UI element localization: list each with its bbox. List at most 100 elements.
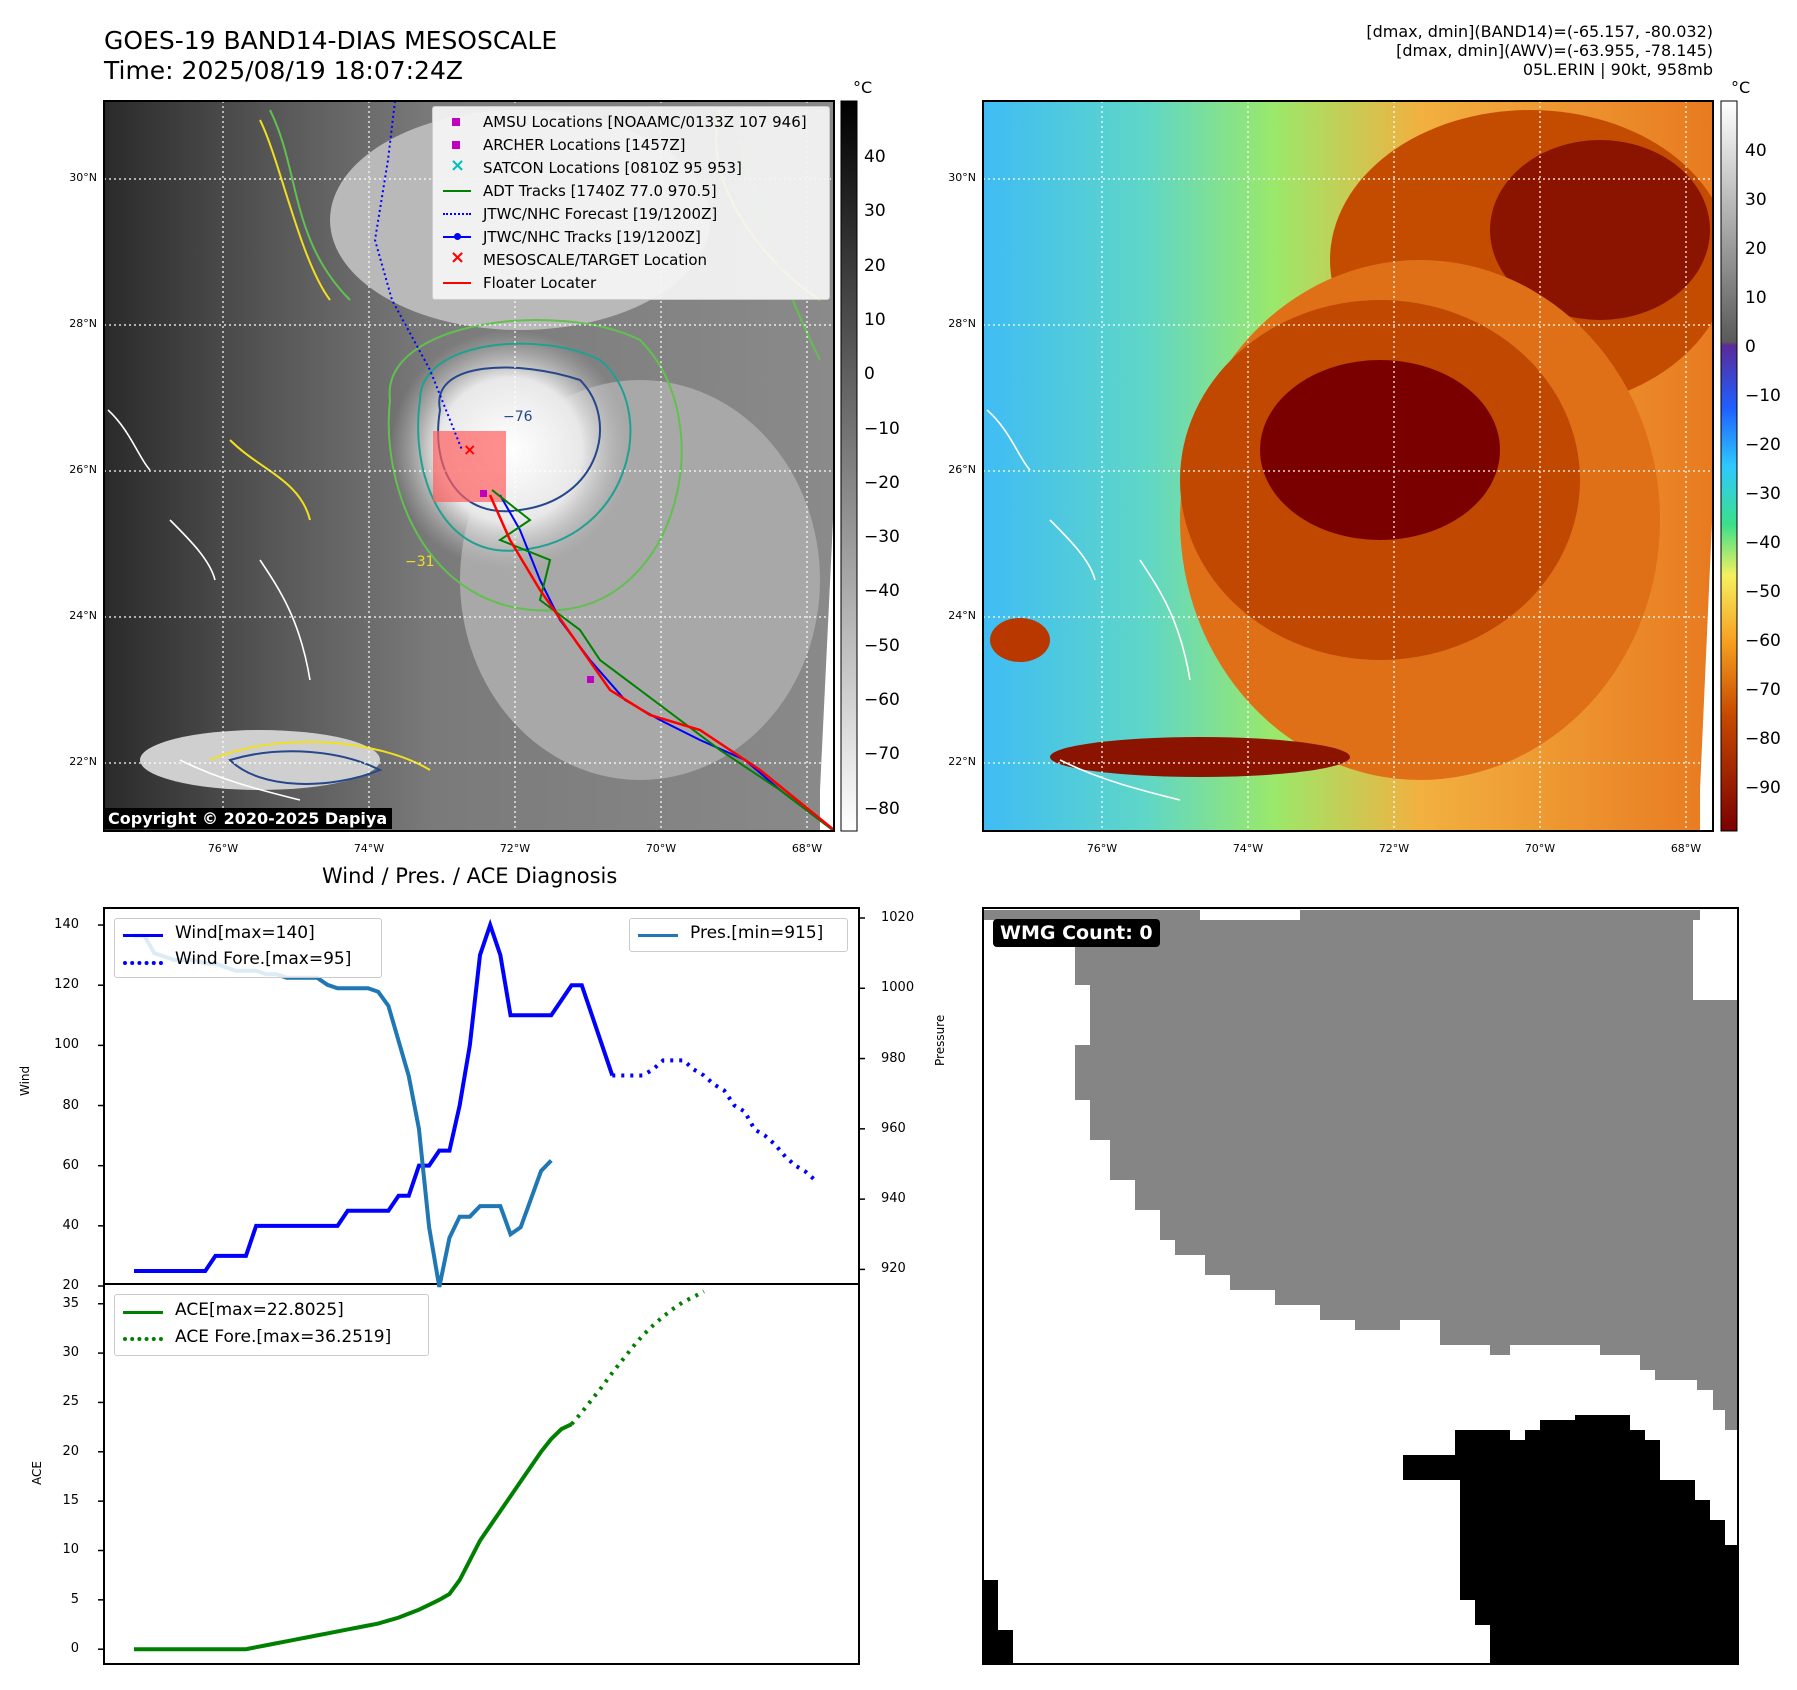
- ace-tick-label: 10: [62, 1542, 79, 1558]
- left-colorbar-unit: °C: [853, 78, 873, 97]
- colorbar-tick-label: 40: [864, 147, 886, 167]
- info-line-1: [dmax, dmin](BAND14)=(-65.157, -80.032): [1366, 22, 1713, 41]
- colorbar-tick-label: 20: [864, 255, 886, 276]
- info-line-2: [dmax, dmin](AWV)=(-63.955, -78.145): [1396, 41, 1713, 60]
- contour-label: −76: [503, 409, 533, 425]
- colorbar-tick-label: 20: [1745, 239, 1767, 259]
- colorbar-tick-label: 30: [864, 201, 886, 222]
- ace-fore-legend-line: [123, 1337, 163, 1341]
- colorbar-tick-label: −50: [864, 635, 900, 656]
- lat-tick-label: 26°N: [69, 463, 97, 476]
- wmg-count-badge: WMG Count: 0: [993, 919, 1160, 947]
- colorbar-tick-label: 10: [1745, 288, 1767, 308]
- wind-fore-legend-label: Wind Fore.[max=95]: [175, 949, 352, 969]
- ace-tick-label: 5: [70, 1591, 79, 1607]
- legend-label: JTWC/NHC Tracks [19/1200Z]: [483, 228, 701, 246]
- pressure-axis-label: Pressure: [933, 1014, 947, 1066]
- colorbar-tick-label: −40: [864, 581, 900, 602]
- diagnosis-title: Wind / Pres. / ACE Diagnosis: [322, 864, 618, 888]
- legend-symbol: ×: [450, 247, 466, 268]
- colorbar-tick-label: −80: [864, 798, 900, 819]
- wind-forecast-series-line: [612, 1058, 818, 1183]
- ace-tick-label: 20: [62, 1443, 79, 1459]
- wind-tick-label: 100: [54, 1037, 79, 1053]
- wind-axis-label: Wind: [18, 1065, 32, 1096]
- pres-legend-line: [638, 934, 678, 937]
- wv-imagery: [983, 101, 1713, 831]
- target-marker: ×: [463, 440, 476, 459]
- colorbar-tick-label: −30: [1745, 484, 1781, 504]
- legend-symbol: ×: [450, 155, 466, 176]
- colorbar-tick-label: −70: [1745, 680, 1781, 700]
- ace-tick-label: 25: [62, 1394, 79, 1410]
- map-legend-item: Floater Locater: [433, 272, 823, 294]
- lon-tick-label: 74°W: [1232, 842, 1264, 855]
- legend-symbol: [443, 190, 471, 192]
- pressure-tick-label: 1000: [881, 980, 915, 996]
- pressure-tick-label: 920: [881, 1261, 906, 1277]
- pressure-tick-label: 980: [881, 1050, 906, 1066]
- wind-legend-label: Wind[max=140]: [175, 923, 315, 943]
- legend-label: ARCHER Locations [1457Z]: [483, 136, 686, 154]
- lon-tick-label: 72°W: [499, 842, 531, 855]
- ace-axis-label: ACE: [30, 1461, 44, 1485]
- ace-tick-label: 30: [62, 1345, 79, 1361]
- colorbar-tick-label: −60: [1745, 631, 1781, 651]
- lat-tick-label: 26°N: [948, 463, 976, 476]
- title-line-2: Time: 2025/08/19 18:07:24Z: [104, 56, 463, 85]
- lon-tick-label: 76°W: [1086, 842, 1118, 855]
- map-legend: AMSU Locations [NOAAMC/0133Z 107 946] ARC…: [432, 106, 830, 300]
- wind-tick-label: 60: [62, 1157, 79, 1173]
- legend-label: Floater Locater: [483, 274, 597, 292]
- legend-symbol: [452, 141, 460, 149]
- left-map: × −76 −31: [103, 100, 1738, 832]
- lon-tick-label: 76°W: [207, 842, 239, 855]
- right-colorbar-unit: °C: [1731, 78, 1751, 97]
- left-colorbar: [840, 100, 858, 832]
- title-line-1: GOES-19 BAND14-DIAS MESOSCALE: [104, 26, 558, 55]
- ace-tick-label: 35: [62, 1295, 79, 1311]
- lon-tick-label: 68°W: [1670, 842, 1702, 855]
- colorbar-tick-label: −30: [864, 527, 900, 548]
- colorbar-tick-label: −60: [864, 690, 900, 710]
- legend-label: JTWC/NHC Forecast [19/1200Z]: [483, 205, 718, 223]
- colorbar-tick-label: 10: [864, 309, 886, 330]
- map-legend-item: ADT Tracks [1740Z 77.0 970.5]: [433, 180, 823, 202]
- ace-tick-label: 15: [62, 1493, 79, 1509]
- lat-tick-label: 30°N: [948, 171, 976, 184]
- wind-tick-label: 120: [54, 977, 79, 993]
- colorbar-tick-label: 40: [1745, 141, 1767, 161]
- wind-legend-line: [123, 934, 163, 937]
- map-legend-item: JTWC/NHC Tracks [19/1200Z]: [433, 226, 823, 248]
- info-line-3: 05L.ERIN | 90kt, 958mb: [1522, 60, 1713, 79]
- lat-tick-label: 30°N: [69, 171, 97, 184]
- colorbar-tick-label: −10: [1745, 386, 1781, 406]
- legend-symbol: [443, 233, 471, 240]
- pres-legend: Pres.[min=915]: [629, 918, 848, 952]
- colorbar-tick-label: 0: [1745, 337, 1756, 357]
- lat-tick-label: 28°N: [948, 317, 976, 330]
- lon-tick-label: 74°W: [353, 842, 385, 855]
- colorbar-tick-label: 30: [1745, 190, 1767, 210]
- ace-legend: ACE[max=22.8025] ACE Fore.[max=36.2519]: [114, 1294, 429, 1356]
- map-legend-item: ARCHER Locations [1457Z]: [433, 134, 823, 156]
- legend-label: MESOSCALE/TARGET Location: [483, 251, 708, 269]
- wind-tick-label: 80: [62, 1097, 79, 1113]
- contour-label: −31: [405, 554, 435, 570]
- lat-tick-label: 22°N: [948, 755, 976, 768]
- lat-tick-label: 24°N: [69, 609, 97, 622]
- pressure-tick-label: 960: [881, 1120, 906, 1136]
- colorbar-tick-label: −20: [864, 472, 900, 493]
- pressure-tick-label: 1020: [881, 910, 915, 925]
- colorbar-tick-label: −20: [1745, 435, 1781, 455]
- wind-tick-label: 140: [54, 917, 79, 933]
- colorbar-tick-label: −70: [864, 744, 900, 765]
- lon-tick-label: 70°W: [1524, 842, 1556, 855]
- colorbar-tick-label: −40: [1745, 533, 1781, 553]
- lon-tick-label: 72°W: [1378, 842, 1410, 855]
- wind-legend: Wind[max=140] Wind Fore.[max=95]: [114, 918, 382, 978]
- lat-tick-label: 24°N: [948, 609, 976, 622]
- map-legend-item: × SATCON Locations [0810Z 95 953]: [433, 155, 823, 179]
- copyright-label: Copyright © 2020-2025 Dapiya: [103, 808, 393, 829]
- ace-forecast-series-line: [570, 1289, 705, 1426]
